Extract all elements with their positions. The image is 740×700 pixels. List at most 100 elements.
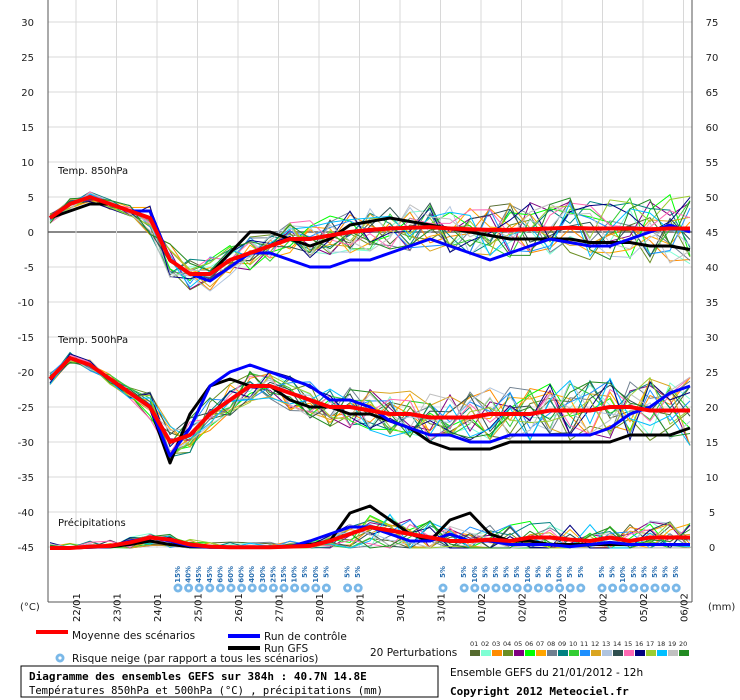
right-tick-label: 45 bbox=[706, 228, 719, 239]
right-tick-label: 50 bbox=[706, 193, 719, 204]
legend-perturbations-label: 20 Perturbations bbox=[370, 647, 457, 659]
snowflake-icon bbox=[321, 583, 331, 593]
snowflake-center bbox=[218, 586, 222, 590]
snowflake-icon bbox=[353, 583, 363, 593]
snowflake-icon bbox=[205, 583, 215, 593]
panel-labels: Temp. 850hPa Temp. 500hPa Précipitations bbox=[57, 166, 128, 529]
snow-risk-percent: 10% bbox=[524, 566, 532, 583]
x-date-label: 22/01 bbox=[72, 593, 83, 622]
snowflake-center bbox=[293, 586, 297, 590]
snowflake-center bbox=[642, 586, 646, 590]
snowflake-center bbox=[536, 586, 540, 590]
perturbation-swatch bbox=[646, 650, 656, 656]
perturbation-swatch bbox=[602, 650, 612, 656]
snowflake-icon bbox=[237, 583, 247, 593]
snowflake-center bbox=[579, 586, 583, 590]
snow-risk-row: 15% 40% 45% 45% 60% 60% 60% 40% 30% 25% 15% 10% 5% 10… bbox=[173, 566, 681, 593]
snowflake-icon bbox=[300, 583, 310, 593]
snowflake-icon bbox=[576, 583, 586, 593]
left-tick-label: 10 bbox=[21, 158, 34, 169]
footer-title: Diagramme des ensembles GEFS sur 384h : … bbox=[29, 670, 367, 683]
snow-risk-percent: 5% bbox=[640, 566, 648, 578]
main-series-lines bbox=[48, 195, 691, 550]
snowflake-center bbox=[197, 586, 201, 590]
snow-risk-percent: 5% bbox=[460, 566, 468, 578]
snowflake-icon bbox=[268, 583, 278, 593]
perturbation-number: 18 bbox=[657, 640, 665, 648]
perturbation-swatch bbox=[558, 650, 568, 656]
snowflake-icon bbox=[544, 583, 554, 593]
snowflake-icon bbox=[523, 583, 533, 593]
left-tick-label: 0 bbox=[28, 228, 34, 239]
perturbation-swatch bbox=[624, 650, 634, 656]
snowflake-center bbox=[261, 586, 265, 590]
perturbation-line bbox=[49, 353, 691, 448]
legend: Moyenne des scénarios Run de contrôleRun … bbox=[36, 630, 689, 665]
perturbation-swatch bbox=[668, 650, 678, 656]
snowflake-center bbox=[611, 586, 615, 590]
snowflake-icon bbox=[608, 583, 618, 593]
snow-risk-percent: 5% bbox=[534, 566, 542, 578]
perturbation-number: 01 bbox=[470, 640, 478, 648]
right-tick-label: 30 bbox=[706, 333, 719, 344]
x-date-label: 31/01 bbox=[437, 593, 448, 622]
right-tick-label: 65 bbox=[706, 88, 719, 99]
snow-risk-percent: 45% bbox=[206, 566, 214, 583]
left-tick-label: -10 bbox=[18, 298, 34, 309]
snow-risk-percent: 40% bbox=[185, 566, 193, 583]
left-tick-label: -30 bbox=[18, 438, 34, 449]
snow-risk-percent: 60% bbox=[238, 566, 246, 583]
x-date-label: 25/01 bbox=[194, 593, 205, 622]
right-tick-label: 60 bbox=[706, 123, 719, 134]
perturbation-number: 11 bbox=[580, 640, 588, 648]
snow-risk-percent: 5% bbox=[662, 566, 670, 578]
perturbation-number: 16 bbox=[635, 640, 643, 648]
snowflake-center bbox=[494, 586, 498, 590]
perturbation-number: 03 bbox=[492, 640, 500, 648]
mean-t500-line bbox=[48, 356, 690, 444]
x-date-label: 05/02 bbox=[639, 593, 650, 622]
left-tick-label: -5 bbox=[24, 263, 34, 274]
control-t500-line bbox=[48, 356, 691, 458]
right-tick-label: 25 bbox=[706, 368, 719, 379]
snowflake-center bbox=[441, 586, 445, 590]
snowflake-center bbox=[356, 586, 360, 590]
right-axis-label: (mm) bbox=[708, 602, 735, 613]
snow-risk-percent: 10% bbox=[619, 566, 627, 583]
snowflake-icon bbox=[215, 583, 225, 593]
snowflake-center bbox=[208, 586, 212, 590]
snowflake-center bbox=[176, 586, 180, 590]
left-tick-label: 30 bbox=[21, 18, 34, 29]
snowflake-center bbox=[346, 586, 350, 590]
snowflake-icon bbox=[343, 583, 353, 593]
x-date-label: 01/02 bbox=[477, 593, 488, 622]
x-date-label: 29/01 bbox=[356, 593, 367, 622]
perturbation-swatch bbox=[503, 650, 513, 656]
snowflake-icon bbox=[512, 583, 522, 593]
snowflake-center bbox=[483, 586, 487, 590]
left-axis-label: (°C) bbox=[20, 602, 40, 613]
snowflake-icon bbox=[173, 583, 183, 593]
snowflake-icon bbox=[194, 583, 204, 593]
snowflake-center bbox=[462, 586, 466, 590]
snow-risk-percent: 25% bbox=[269, 566, 277, 583]
perturbation-swatch bbox=[635, 650, 645, 656]
snowflake-icon bbox=[311, 583, 321, 593]
snowflake-icon bbox=[661, 583, 671, 593]
snowflake-icon bbox=[290, 583, 300, 593]
x-date-label: 02/02 bbox=[518, 593, 529, 622]
snowflake-center bbox=[547, 586, 551, 590]
control-t850-line bbox=[49, 195, 691, 283]
right-tick-label: 55 bbox=[706, 158, 719, 169]
perturbation-number: 04 bbox=[503, 640, 511, 648]
perturbation-swatch bbox=[613, 650, 623, 656]
snow-risk-percent: 5% bbox=[566, 566, 574, 578]
snow-risk-percent: 40% bbox=[248, 566, 256, 583]
snowflake-center bbox=[240, 586, 244, 590]
snowflake-icon bbox=[502, 583, 512, 593]
x-date-label: 04/02 bbox=[599, 593, 610, 622]
snow-risk-percent: 30% bbox=[259, 566, 267, 583]
snowflake-center bbox=[558, 586, 562, 590]
snow-risk-percent: 5% bbox=[513, 566, 521, 578]
snow-risk-percent: 5% bbox=[672, 566, 680, 578]
